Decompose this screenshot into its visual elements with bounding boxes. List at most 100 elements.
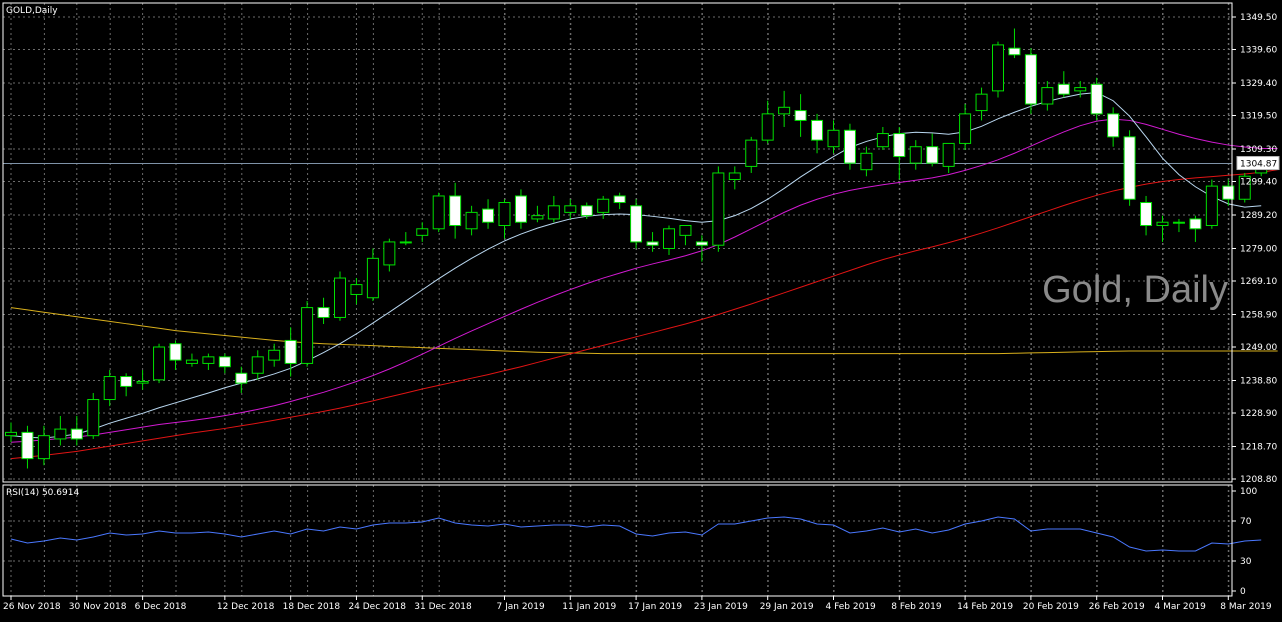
x-tick-label: 11 Jan 2019 [562, 602, 616, 612]
candle [564, 199, 577, 219]
rsi-indicator-label: RSI(14) 50.6914 [6, 488, 79, 498]
grid-lines [3, 3, 1232, 596]
bull-candle-body [498, 202, 511, 227]
candle [432, 192, 445, 233]
bear-candle-body [449, 195, 462, 227]
candle [251, 350, 264, 380]
bull-candle-body [531, 215, 544, 220]
bull-candle-body [1238, 175, 1251, 200]
bear-candle-body [893, 133, 906, 158]
x-tick-label: 26 Feb 2019 [1089, 602, 1145, 612]
candle [778, 90, 791, 127]
candle [827, 120, 840, 154]
candle [893, 127, 906, 180]
x-tick-label: 26 Nov 2018 [3, 602, 61, 612]
bear-candle-body [1222, 185, 1235, 200]
bull-candle-body [778, 106, 791, 115]
bear-candle-body [843, 129, 856, 164]
candle [926, 133, 939, 167]
y-tick-label: 1329.40 [1240, 79, 1277, 89]
bull-candle-body [1074, 87, 1087, 92]
candle [185, 353, 198, 367]
chart-title: GOLD,Daily [6, 6, 58, 16]
candle [317, 297, 330, 325]
candle [646, 232, 659, 252]
bull-candle-body [959, 113, 972, 144]
candle [70, 415, 83, 446]
bear-candle-body [926, 146, 939, 164]
candle [1222, 179, 1235, 206]
x-tick-label: 12 Dec 2018 [217, 602, 275, 612]
y-tick-label: 1228.90 [1240, 409, 1277, 419]
y-tick-label: 1249.00 [1240, 343, 1277, 353]
bull-candle-body [37, 435, 50, 460]
bull-candle-body [432, 195, 445, 230]
bear-candle-body [235, 372, 248, 384]
bull-candle-body [975, 93, 988, 112]
candle [120, 373, 133, 397]
candle [613, 192, 626, 210]
candle [547, 195, 560, 223]
bull-candle-body [334, 277, 346, 318]
bull-candle-body [350, 284, 363, 295]
candle [959, 104, 972, 150]
bull-candle-body [1205, 185, 1218, 227]
candle [1189, 215, 1202, 242]
y-tick-label: 1299.40 [1240, 178, 1277, 188]
candle [843, 123, 856, 170]
bear-candle-body [1107, 113, 1120, 138]
bull-candle-body [1172, 221, 1185, 224]
x-tick-label: 18 Dec 2018 [283, 602, 341, 612]
candle [136, 369, 149, 390]
bear-candle-body [580, 205, 593, 217]
x-tick-label: 8 Feb 2019 [891, 602, 942, 612]
candle [350, 278, 363, 305]
candle [284, 327, 297, 377]
candle [235, 366, 248, 393]
candle [498, 199, 511, 239]
candle [695, 235, 708, 262]
candle [1057, 71, 1070, 98]
candle [811, 113, 824, 154]
candle [1041, 81, 1054, 111]
current-price-label: 1304.87 [1240, 160, 1277, 170]
candle [1156, 215, 1169, 242]
x-tick-label: 6 Dec 2018 [135, 602, 187, 612]
bull-candle-body [301, 307, 314, 364]
candle [1172, 218, 1185, 233]
bull-candle-body [860, 152, 873, 171]
x-tick-label: 29 Jan 2019 [760, 602, 814, 612]
bull-candle-body [383, 241, 396, 266]
bull-candle-body [564, 205, 577, 213]
bear-candle-body [1090, 83, 1103, 115]
bull-candle-body [54, 428, 67, 440]
bull-candle-body [597, 198, 610, 213]
bear-candle-body [218, 356, 231, 368]
candle [449, 182, 462, 239]
bull-candle-body [366, 257, 379, 299]
candle [103, 369, 116, 407]
candle [399, 232, 412, 246]
candle [876, 127, 889, 150]
candle [383, 238, 396, 272]
candle [366, 248, 379, 302]
x-tick-label: 14 Feb 2019 [957, 602, 1013, 612]
candle [1205, 179, 1218, 229]
x-tick-label: 7 Jan 2019 [497, 602, 545, 612]
candle [1140, 195, 1153, 236]
candle [975, 87, 988, 121]
bull-candle-body [87, 399, 100, 437]
candle [712, 166, 725, 252]
rsi-tick-label: 70 [1240, 517, 1252, 527]
rsi-tick-label: 0 [1240, 587, 1246, 597]
bull-candle-body [942, 142, 955, 167]
bear-candle-body [1008, 47, 1021, 56]
bear-candle-body [1123, 136, 1136, 200]
bear-candle-body [811, 119, 824, 141]
bear-candle-body [1024, 54, 1037, 105]
candle [1090, 77, 1103, 121]
y-tick-label: 1349.50 [1240, 13, 1277, 23]
x-tick-label: 24 Dec 2018 [348, 602, 406, 612]
